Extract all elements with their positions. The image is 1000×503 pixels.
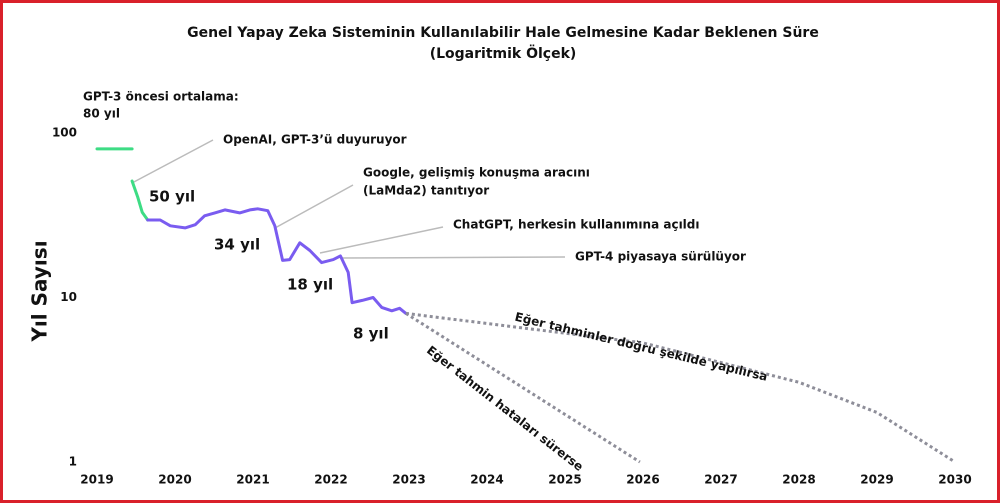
x-tick-label: 2026: [626, 473, 659, 487]
y-tick-label: 100: [52, 126, 77, 140]
duration-label: 34 yıl: [214, 236, 260, 254]
x-tick-label: 2028: [782, 473, 815, 487]
y-tick-label: 1: [69, 455, 77, 469]
pre-note: 80 yıl: [83, 107, 120, 121]
x-tick-label: 2027: [704, 473, 737, 487]
annotation: ChatGPT, herkesin kullanımına açıldı: [453, 218, 700, 232]
y-axis-label: Yıl Sayısı: [28, 240, 52, 342]
annotation: OpenAI, GPT-3’ü duyuruyor: [223, 133, 407, 147]
x-tick-label: 2030: [938, 473, 971, 487]
projection-label: Eğer tahminler doğru şekilde yapılırsa: [513, 310, 768, 384]
x-tick-label: 2024: [470, 473, 503, 487]
annotation: GPT-4 piyasaya sürülüyor: [575, 250, 746, 264]
x-tick-label: 2020: [158, 473, 191, 487]
callout-line: [131, 139, 214, 184]
x-tick-label: 2025: [548, 473, 581, 487]
callout-line: [339, 256, 566, 259]
duration-label: 50 yıl: [149, 188, 195, 206]
annotation: Google, gelişmiş konuşma aracını: [363, 166, 590, 180]
chart-subtitle: (Logaritmik Ölçek): [430, 44, 577, 62]
chart-title: Genel Yapay Zeka Sisteminin Kullanılabil…: [187, 25, 819, 41]
data-line: [130, 179, 150, 222]
pre-note: GPT-3 öncesi ortalama:: [83, 90, 239, 104]
data-line: [146, 207, 408, 315]
x-tick-label: 2029: [860, 473, 893, 487]
projection-line: [405, 312, 641, 464]
x-tick-label: 2022: [314, 473, 347, 487]
y-tick-label: 10: [60, 290, 77, 304]
duration-label: 8 yıl: [353, 325, 389, 343]
callout-line: [274, 184, 354, 229]
projection-label: Eğer tahmin hataları sürerse: [424, 343, 586, 474]
chart: Genel Yapay Zeka Sisteminin Kullanılabil…: [28, 25, 972, 487]
duration-label: 18 yıl: [287, 276, 333, 294]
annotation: (LaMda2) tanıtıyor: [363, 184, 489, 198]
x-tick-label: 2023: [392, 473, 425, 487]
x-tick-label: 2021: [236, 473, 269, 487]
callout-line: [319, 226, 444, 254]
x-tick-label: 2019: [80, 473, 113, 487]
